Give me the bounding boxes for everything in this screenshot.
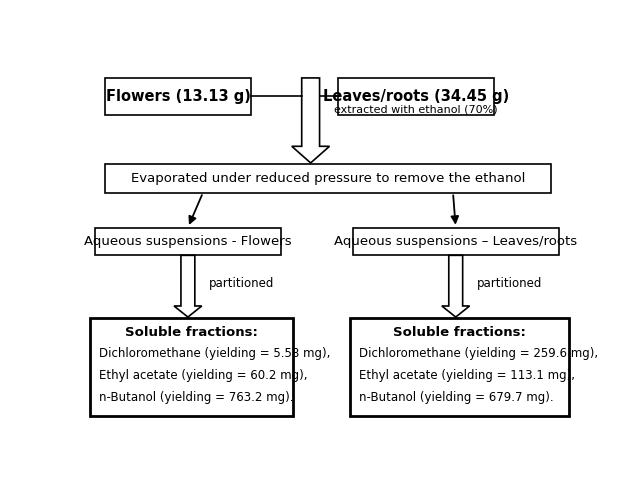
Text: extracted with ethanol (70%): extracted with ethanol (70%): [335, 104, 498, 114]
Text: partitioned: partitioned: [477, 276, 543, 289]
Text: partitioned: partitioned: [209, 276, 275, 289]
Text: Soluble fractions:: Soluble fractions:: [125, 326, 258, 339]
FancyBboxPatch shape: [95, 228, 281, 255]
FancyBboxPatch shape: [353, 228, 559, 255]
Text: n-Butanol (yielding = 679.7 mg).: n-Butanol (yielding = 679.7 mg).: [359, 391, 554, 404]
Polygon shape: [442, 255, 470, 317]
Text: Dichloromethane (yielding = 259.6 mg),: Dichloromethane (yielding = 259.6 mg),: [359, 347, 598, 360]
FancyBboxPatch shape: [105, 78, 251, 115]
Text: Flowers (13.13 g): Flowers (13.13 g): [106, 89, 250, 104]
Text: Soluble fractions:: Soluble fractions:: [393, 326, 526, 339]
FancyBboxPatch shape: [350, 318, 568, 416]
Text: Dichloromethane (yielding = 5.58 mg),: Dichloromethane (yielding = 5.58 mg),: [99, 347, 330, 360]
Text: Leaves/roots (34.45 g): Leaves/roots (34.45 g): [323, 89, 509, 104]
Text: Ethyl acetate (yielding = 113.1 mg),: Ethyl acetate (yielding = 113.1 mg),: [359, 369, 575, 382]
FancyBboxPatch shape: [105, 164, 551, 192]
FancyBboxPatch shape: [338, 78, 494, 115]
Text: Evaporated under reduced pressure to remove the ethanol: Evaporated under reduced pressure to rem…: [131, 171, 525, 185]
Text: Ethyl acetate (yielding = 60.2 mg),: Ethyl acetate (yielding = 60.2 mg),: [99, 369, 307, 382]
Text: Aqueous suspensions – Leaves/roots: Aqueous suspensions – Leaves/roots: [334, 235, 577, 248]
FancyBboxPatch shape: [90, 318, 293, 416]
Text: Aqueous suspensions - Flowers: Aqueous suspensions - Flowers: [84, 235, 292, 248]
Polygon shape: [174, 255, 202, 317]
Polygon shape: [292, 78, 330, 163]
Text: n-Butanol (yielding = 763.2 mg).: n-Butanol (yielding = 763.2 mg).: [99, 391, 293, 404]
